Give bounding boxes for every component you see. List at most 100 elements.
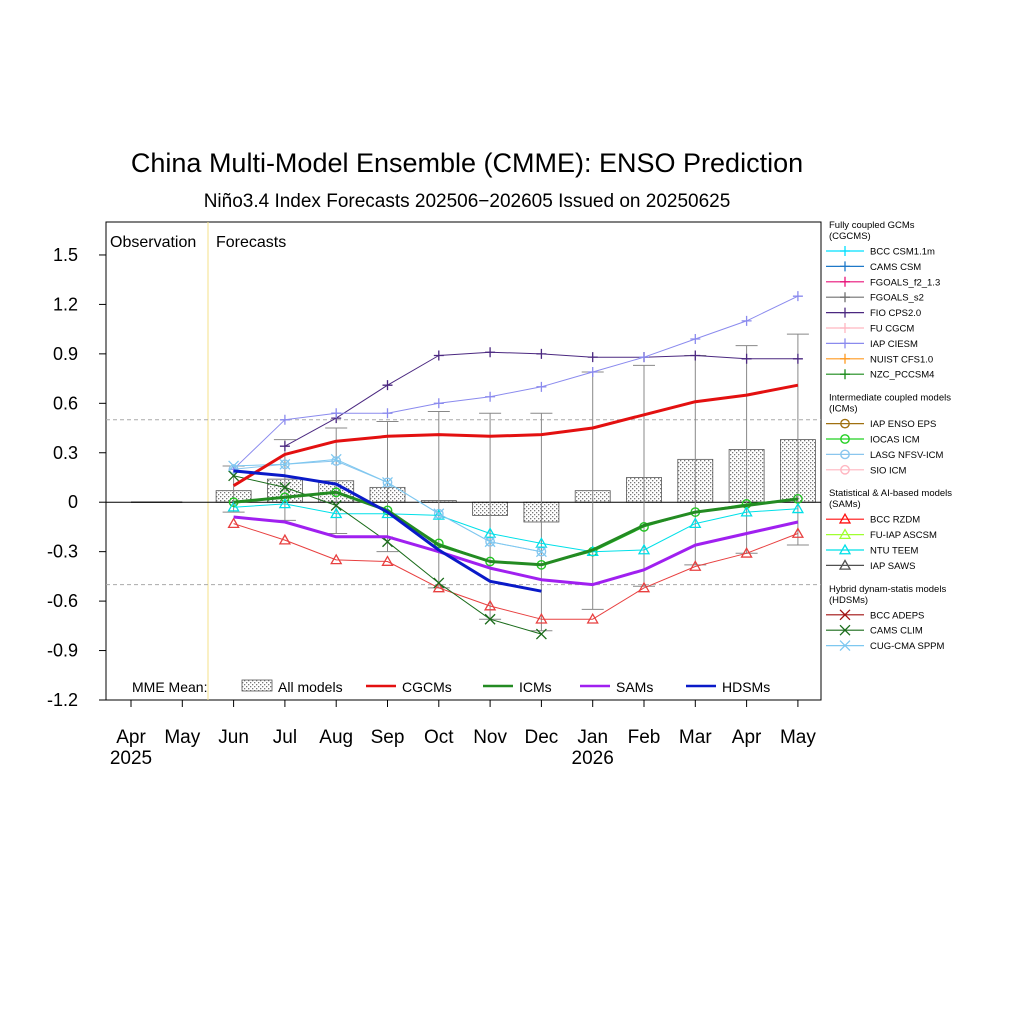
model-point bbox=[331, 408, 342, 419]
legend-entry: NUIST CFS1.0 bbox=[870, 354, 933, 365]
model-point bbox=[689, 560, 702, 571]
mme-legend-label: MME Mean: bbox=[132, 679, 207, 695]
model-point bbox=[279, 481, 291, 493]
mme-legend-entry: All models bbox=[278, 679, 343, 695]
x-tick-year-label: 2025 bbox=[110, 748, 152, 769]
plus-icon bbox=[840, 353, 850, 364]
x-icon bbox=[839, 609, 851, 621]
plot-frame bbox=[105, 221, 822, 701]
model-point bbox=[536, 381, 547, 392]
y-tick-label: -0.3 bbox=[47, 542, 78, 562]
model-point bbox=[740, 505, 753, 517]
model-point bbox=[330, 500, 342, 511]
model-point bbox=[227, 500, 240, 512]
plus-icon bbox=[840, 307, 850, 318]
model-point bbox=[381, 555, 394, 566]
model-point bbox=[279, 458, 291, 470]
legend-group-title: (HDSMs) bbox=[829, 595, 868, 606]
model-point bbox=[330, 507, 343, 519]
legend-entry: BCC ADEPS bbox=[870, 610, 924, 621]
model-point bbox=[382, 477, 393, 488]
legend-entry: BCC RZDM bbox=[870, 515, 920, 526]
legend-entry: CAMS CSM bbox=[870, 262, 921, 273]
triangle-icon bbox=[838, 528, 852, 539]
model-point bbox=[433, 398, 444, 409]
legend-group-title: (SAMs) bbox=[829, 499, 861, 510]
triangle-icon bbox=[838, 543, 852, 555]
y-tick-label: 1.5 bbox=[53, 245, 78, 265]
triangle-icon bbox=[838, 559, 852, 570]
model-point bbox=[483, 527, 497, 538]
model-point bbox=[791, 527, 805, 538]
legend-entry: NTU TEEM bbox=[870, 546, 918, 557]
y-tick-label: -1.2 bbox=[47, 690, 78, 710]
observation-label: Observation bbox=[110, 234, 196, 251]
mme-legend-entry: CGCMs bbox=[402, 679, 452, 695]
model-point bbox=[228, 460, 240, 472]
plus-icon bbox=[840, 246, 850, 256]
legend-entry: CAMS CLIM bbox=[870, 626, 923, 637]
legend-entry: FU CGCM bbox=[870, 324, 914, 335]
model-point bbox=[637, 581, 651, 593]
model-point bbox=[639, 352, 649, 363]
model-point bbox=[433, 350, 444, 361]
model-point bbox=[792, 353, 803, 364]
model-point bbox=[741, 315, 752, 326]
circle-icon bbox=[840, 434, 850, 444]
plus-icon bbox=[840, 323, 850, 333]
model-point bbox=[740, 546, 753, 558]
model-point bbox=[587, 352, 598, 363]
model-point bbox=[483, 599, 497, 611]
x-tick-label: Dec bbox=[525, 727, 559, 748]
model-point bbox=[433, 508, 445, 520]
model-point bbox=[278, 497, 292, 509]
legend-entry: FGOALS_f2_1.3 bbox=[870, 277, 940, 288]
x-tick-label: Apr bbox=[116, 727, 146, 748]
x-tick-label: Apr bbox=[732, 727, 762, 748]
model-point bbox=[690, 334, 701, 345]
model-point bbox=[382, 380, 393, 391]
model-point bbox=[587, 366, 598, 377]
mme-legend-entry: ICMs bbox=[519, 679, 552, 695]
legend-group-title: Statistical & AI-based models bbox=[829, 488, 952, 499]
mme-line bbox=[233, 515, 799, 587]
x-tick-label: Nov bbox=[473, 727, 507, 748]
plus-icon bbox=[840, 261, 850, 272]
mme-legend-swatch bbox=[241, 679, 273, 692]
model-point bbox=[484, 613, 496, 625]
mme-line bbox=[233, 469, 542, 593]
x-tick-label: May bbox=[164, 727, 200, 748]
mme-line bbox=[233, 490, 799, 567]
model-point bbox=[382, 476, 393, 488]
x-tick-label: Jan bbox=[577, 727, 608, 748]
model-point bbox=[535, 537, 548, 548]
x-icon bbox=[839, 640, 851, 652]
y-tick-label: 0.3 bbox=[53, 443, 78, 463]
forecasts-label: Forecasts bbox=[216, 234, 286, 251]
x-tick-label: Jun bbox=[218, 727, 249, 748]
legend-entry: FU-IAP ASCSM bbox=[870, 530, 937, 541]
legend-entry: IAP SAWS bbox=[870, 561, 915, 572]
plus-icon bbox=[840, 276, 850, 287]
model-point bbox=[637, 543, 651, 555]
model-line bbox=[233, 295, 799, 470]
legend-group-title: Intermediate coupled models bbox=[829, 393, 951, 404]
y-tick-label: -0.9 bbox=[47, 641, 78, 661]
legend: Fully coupled GCMs(CGCMS) BCC CSM1.1m CAMS… bbox=[826, 220, 952, 652]
y-tick-label: 1.2 bbox=[53, 294, 78, 314]
legend-entry: BCC CSM1.1m bbox=[870, 247, 935, 258]
circle-icon bbox=[840, 418, 850, 429]
x-tick-label: Mar bbox=[679, 727, 712, 748]
x-tick-label: Oct bbox=[424, 727, 454, 748]
model-point bbox=[279, 414, 290, 425]
legend-entry: FIO CPS2.0 bbox=[870, 308, 921, 319]
legend-group-title: Hybrid dynam-statis models bbox=[829, 584, 946, 595]
legend-entry: IAP CIESM bbox=[870, 339, 918, 350]
model-point bbox=[278, 533, 292, 545]
model-point bbox=[279, 441, 290, 452]
legend-entry: LASG NFSV-ICM bbox=[870, 450, 943, 461]
y-tick-label: 0.6 bbox=[53, 393, 78, 413]
legend-entry: IOCAS ICM bbox=[870, 435, 920, 446]
plus-icon bbox=[840, 369, 850, 380]
